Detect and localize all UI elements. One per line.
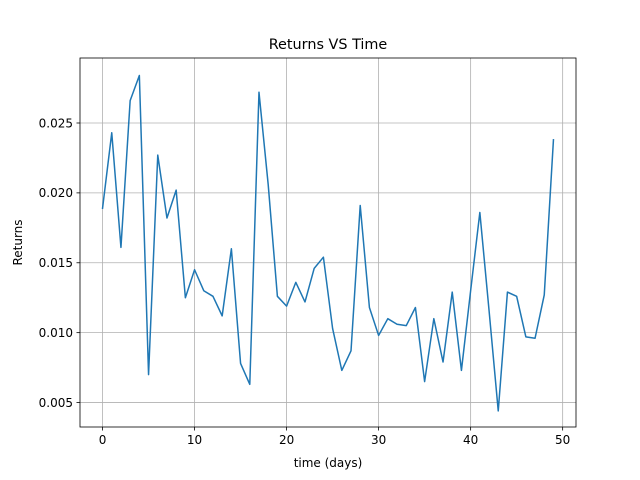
series-layer (101, 74, 555, 412)
axes-frame (79, 57, 577, 428)
y-tick-label: 0.005 (39, 396, 73, 410)
x-tick-label: 20 (279, 433, 294, 447)
y-tick-label: 0.025 (39, 116, 73, 130)
y-tick-label: 0.020 (39, 186, 73, 200)
x-tick-label: 40 (463, 433, 478, 447)
x-tick-label: 50 (555, 433, 570, 447)
y-axis-label: Returns (11, 219, 25, 265)
chart-title: Returns VS Time (269, 37, 388, 53)
x-tick-label: 30 (371, 433, 386, 447)
x-axis-label: time (days) (294, 456, 363, 470)
returns-line (101, 74, 555, 412)
x-tick-label: 10 (187, 433, 202, 447)
y-tick-label: 0.015 (39, 256, 73, 270)
y-tick-label: 0.010 (39, 326, 73, 340)
x-tick-label: 0 (99, 433, 107, 447)
grid (80, 58, 576, 427)
y-ticks: 0.005 0.010 0.015 0.020 0.025 (39, 116, 80, 410)
axes-border (79, 57, 577, 428)
x-ticks: 0 10 20 30 40 50 (99, 427, 570, 447)
plot-area (80, 58, 576, 427)
